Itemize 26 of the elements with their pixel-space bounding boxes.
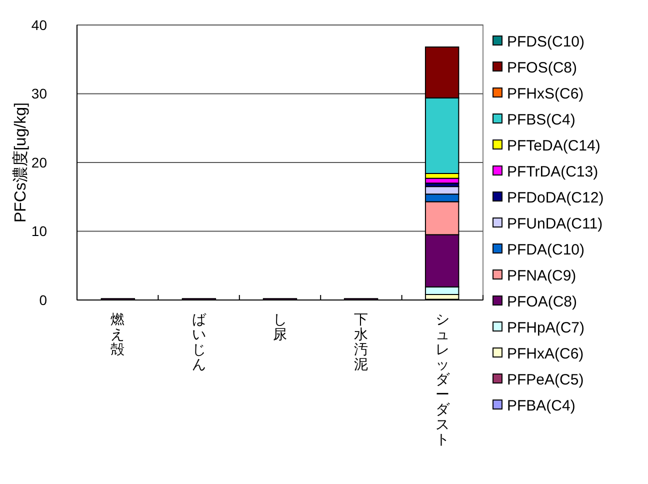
y-axis-title: PFCs濃度[ug/kg] bbox=[12, 102, 30, 223]
legend-label: PFHpA(C7) bbox=[507, 319, 585, 336]
legend-label: PFBA(C4) bbox=[507, 397, 576, 414]
y-tick-label: 20 bbox=[31, 154, 48, 170]
x-tick-label: 燃え殻 bbox=[110, 311, 125, 357]
legend-label: PFTeDA(C14) bbox=[507, 137, 600, 154]
category-label: シュレッダーダスト bbox=[435, 311, 450, 447]
legend-label: PFBS(C4) bbox=[507, 111, 576, 128]
legend-label: PFOA(C8) bbox=[507, 293, 578, 310]
y-tick-label: 40 bbox=[31, 16, 48, 33]
legend-label: PFTrDA(C13) bbox=[507, 163, 598, 180]
legend-label: PFDoDA(C12) bbox=[507, 189, 604, 206]
x-tick-label: し尿 bbox=[273, 311, 287, 342]
y-tick-label: 0 bbox=[39, 292, 48, 308]
legend-label: PFOS(C8) bbox=[507, 59, 578, 76]
legend-label: PFHxA(C6) bbox=[507, 345, 584, 362]
legend-label: PFPeA(C5) bbox=[507, 371, 584, 388]
legend-label: PFDA(C10) bbox=[507, 241, 585, 258]
legend-label: PFHxS(C6) bbox=[507, 85, 584, 102]
legend-label: PFDS(C10) bbox=[507, 33, 585, 50]
x-tick-label: ばいじん bbox=[192, 311, 207, 372]
y-tick-label: 30 bbox=[31, 86, 48, 102]
x-tick-label: 下水汚泥 bbox=[354, 311, 368, 372]
legend-label: PFNA(C9) bbox=[507, 267, 576, 284]
y-tick-label: 10 bbox=[31, 223, 48, 240]
legend-label: PFUnDA(C11) bbox=[507, 215, 603, 232]
